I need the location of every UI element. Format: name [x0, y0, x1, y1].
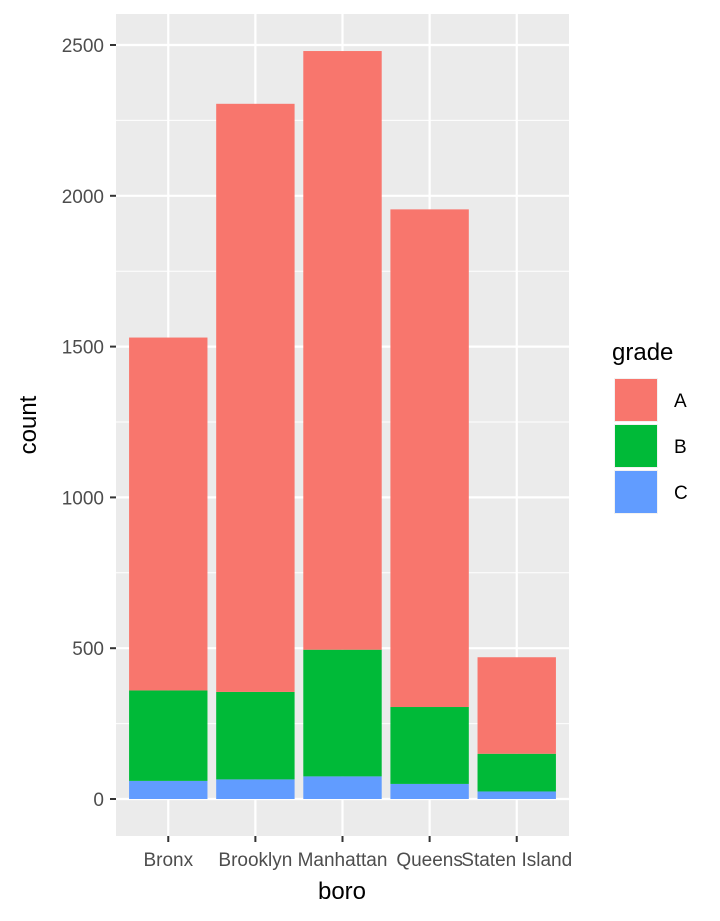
- bar-queens-b: [390, 707, 469, 784]
- x-tick-label: Bronx: [143, 850, 193, 871]
- y-tick-label: 500: [72, 639, 104, 660]
- legend-label-c: C: [674, 483, 688, 504]
- bar-brooklyn-c: [216, 779, 295, 799]
- legend-key-c: [615, 471, 657, 513]
- legend-title: grade: [612, 339, 673, 366]
- y-tick-label: 2000: [62, 187, 104, 208]
- bar-queens-a: [390, 209, 469, 708]
- y-axis: 0 500 1000 1500 2000 2500: [62, 36, 116, 811]
- x-tick-label: Manhattan: [298, 850, 388, 871]
- y-tick-label: 1500: [62, 338, 104, 359]
- y-tick-label: 0: [93, 790, 104, 811]
- legend-key-a: [615, 379, 657, 421]
- bar-brooklyn-a: [216, 103, 295, 692]
- legend-label-b: B: [674, 437, 687, 458]
- y-axis-title: count: [15, 395, 42, 454]
- bar-bronx-a: [129, 337, 208, 691]
- x-tick-label: Brooklyn: [218, 850, 292, 871]
- x-tick-label: Queens: [396, 850, 463, 871]
- bar-staten-island-a: [477, 657, 556, 754]
- y-tick-label: 1000: [62, 488, 104, 509]
- bar-manhattan-c: [303, 776, 382, 799]
- bar-manhattan-a: [303, 51, 382, 650]
- y-tick-label: 2500: [62, 36, 104, 57]
- bars: [129, 51, 556, 799]
- legend: grade A B C: [612, 339, 688, 514]
- x-axis-title: boro: [318, 878, 366, 905]
- legend-label-a: A: [674, 391, 687, 412]
- bar-bronx-b: [129, 690, 208, 781]
- x-tick-label: Staten Island: [461, 850, 572, 871]
- bar-brooklyn-b: [216, 691, 295, 780]
- bar-staten-island-b: [477, 753, 556, 792]
- bar-manhattan-b: [303, 649, 382, 777]
- bar-bronx-c: [129, 780, 208, 799]
- bar-staten-island-c: [477, 791, 556, 799]
- bar-queens-c: [390, 783, 469, 799]
- legend-key-b: [615, 425, 657, 467]
